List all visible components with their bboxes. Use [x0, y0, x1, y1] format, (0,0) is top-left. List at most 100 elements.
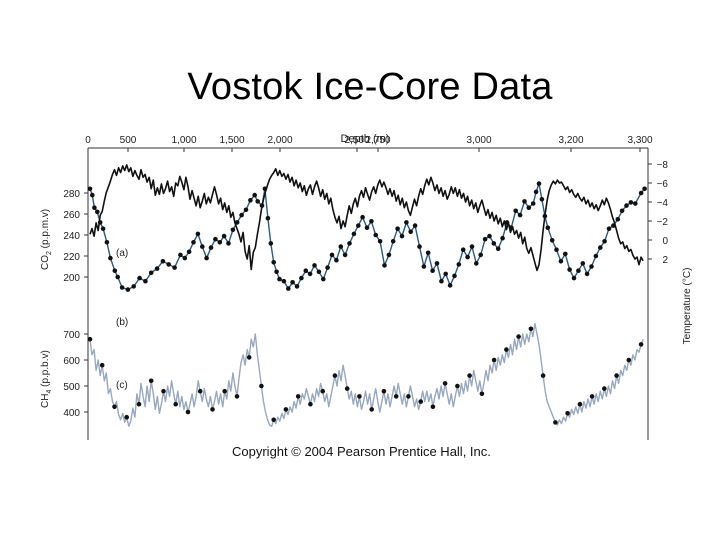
ch4-point — [602, 386, 607, 391]
copyright-note: Copyright © 2004 Pearson Prentice Hall, … — [232, 444, 491, 459]
co2-point — [469, 244, 475, 249]
ch4-point — [320, 388, 326, 394]
co2-point — [329, 252, 335, 258]
ch4-tick-label: 400 — [63, 408, 80, 419]
ch4-point — [185, 409, 191, 415]
co2-point — [166, 262, 171, 267]
co2-point — [299, 275, 304, 281]
co2-point — [624, 203, 629, 208]
co2-point — [377, 239, 383, 244]
ch4-series-label: (c) — [116, 380, 128, 391]
co2-point — [217, 240, 223, 245]
co2-point — [465, 254, 470, 260]
ch4-point — [467, 373, 472, 378]
co2-point — [434, 261, 440, 266]
co2-point — [191, 240, 196, 245]
depth-tick-label: 3,000 — [466, 135, 491, 146]
slide-title: Vostok Ice-Core Data — [187, 66, 553, 108]
ch4-point — [553, 420, 558, 425]
co2-point — [351, 231, 357, 237]
co2-point — [234, 220, 240, 225]
co2-point — [421, 264, 427, 269]
ch4-point — [430, 404, 436, 410]
depth-tick-label: 0 — [85, 135, 91, 146]
co2-point — [606, 226, 612, 231]
co2-point — [316, 269, 322, 275]
co2-point — [252, 192, 257, 198]
co2-point — [456, 262, 462, 267]
co2-point — [452, 273, 457, 279]
co2-point — [522, 199, 527, 204]
co2-point — [137, 275, 142, 281]
ch4-axis-label: CH4 (p.p.b.v) — [40, 350, 53, 408]
co2-point — [500, 235, 505, 241]
ch4-point — [161, 388, 166, 394]
co2-point — [447, 283, 453, 288]
ch4-point — [308, 401, 313, 407]
depth-tick-label: 1,500 — [219, 135, 244, 146]
ch4-point — [565, 411, 570, 416]
co2-point — [186, 249, 192, 255]
co2-point — [338, 244, 344, 249]
ch4-point — [589, 394, 595, 399]
ch4-point — [638, 342, 644, 347]
temperature-axis: 2 0 −2 −4 −6 −8 Temperature (°C) — [648, 160, 693, 344]
co2-point — [430, 268, 435, 274]
depth-tick-label: 3,200 — [558, 135, 583, 146]
ch4-point — [357, 394, 362, 399]
ch4-point — [295, 394, 301, 399]
co2-point — [571, 275, 577, 281]
co2-point — [104, 240, 110, 245]
depth-tick-label: 500 — [120, 135, 137, 146]
ch4-point — [455, 383, 460, 389]
co2-line — [89, 182, 646, 291]
co2-point — [112, 268, 118, 274]
co2-point — [589, 264, 594, 269]
co2-point — [615, 217, 621, 222]
ch4-point — [344, 386, 350, 391]
ch4-point — [577, 401, 583, 407]
co2-point — [281, 278, 287, 284]
depth-tick-label: 1,000 — [171, 135, 196, 146]
co2-point — [213, 236, 218, 242]
ch4-point — [528, 326, 534, 332]
co2-point — [536, 181, 542, 186]
co2-axis-label: CO2 (p.p.m.v) — [40, 209, 53, 270]
ch4-point — [479, 391, 485, 397]
depth-axis-label: Depth (m) — [341, 133, 390, 145]
co2-point — [487, 233, 492, 239]
temp-line — [89, 164, 644, 272]
co2-point — [265, 215, 271, 221]
co2-point — [290, 280, 295, 285]
co2-point — [390, 239, 396, 244]
co2-point — [628, 200, 634, 205]
co2-point — [108, 255, 113, 261]
series-group: (a) (b) (c) — [87, 164, 647, 427]
co2-point — [95, 209, 100, 215]
co2-point — [221, 233, 227, 239]
ch4-point — [406, 394, 411, 399]
co2-point — [386, 252, 392, 258]
co2-point — [87, 186, 93, 192]
ch4-point — [283, 407, 289, 412]
co2-tick-label: 240 — [63, 231, 80, 242]
ch4-point — [99, 362, 105, 368]
temp-tick-label: −8 — [657, 160, 669, 171]
ch4-point — [112, 404, 117, 410]
co2-point — [294, 284, 300, 289]
co2-point — [204, 255, 209, 261]
ch4-point — [197, 388, 203, 394]
co2-point — [325, 265, 330, 270]
depth-tick-label: 2,000 — [267, 135, 292, 146]
co2-point — [491, 241, 497, 246]
co2-point — [619, 208, 625, 214]
co2-point — [119, 285, 125, 290]
ch4-point — [148, 378, 154, 384]
co2-point — [148, 270, 154, 276]
co2-tick-label: 280 — [63, 189, 80, 200]
co2-point — [567, 267, 572, 272]
co2-point — [255, 199, 260, 204]
co2-point — [115, 274, 120, 280]
co2-point — [417, 244, 422, 249]
ch4-point — [259, 383, 264, 389]
